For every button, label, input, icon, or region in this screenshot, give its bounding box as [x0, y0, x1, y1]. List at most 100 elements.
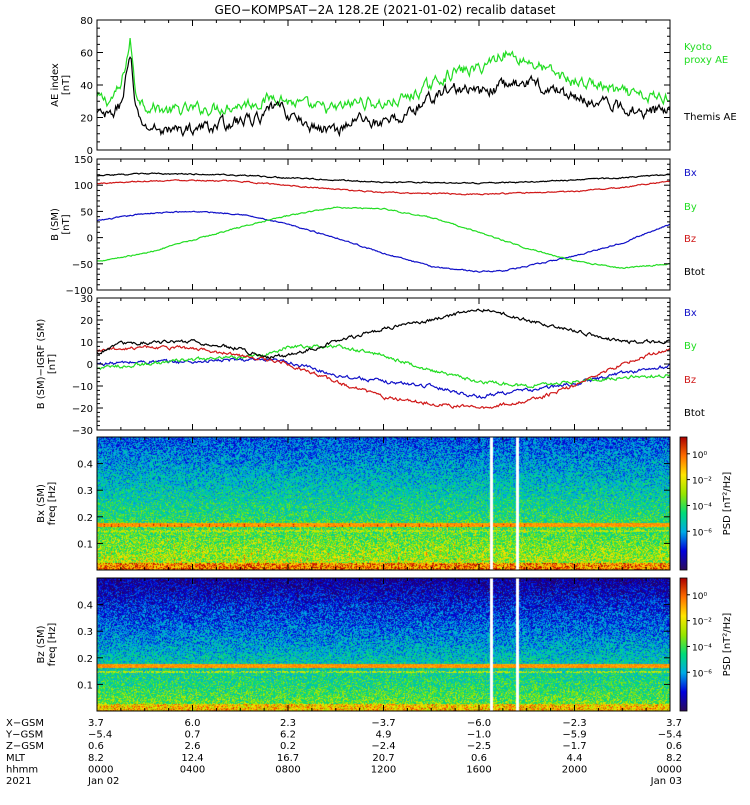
- spectrogram-image: [97, 437, 670, 570]
- time-axis-value: 16.7: [277, 753, 299, 764]
- legend-entry: By: [684, 202, 697, 213]
- colorbar-tick-label: 10⁻⁶: [692, 528, 712, 538]
- plot-frame: [96, 297, 671, 431]
- y-tick-label: −50: [72, 260, 93, 271]
- y-axis-label: [nT]: [61, 214, 72, 234]
- y-tick-label: 50: [80, 207, 93, 218]
- series-line-bz: [97, 179, 670, 196]
- time-axis-value: 2.6: [185, 741, 201, 752]
- time-axis-value: 0.6: [471, 753, 487, 764]
- time-axis-value: −2.5: [467, 741, 491, 752]
- time-axis-row-label: MLT: [6, 753, 26, 764]
- time-axis-value: −1.7: [562, 741, 586, 752]
- y-tick-label: 0: [87, 146, 93, 157]
- time-axis-value: 0800: [275, 764, 300, 775]
- legend-entry: Themis AE: [683, 112, 737, 123]
- colorbar-tick-label: 10⁻⁴: [692, 643, 712, 653]
- y-axis-label: B (SM)−IGRF (SM): [36, 319, 47, 410]
- y-tick-label: 20: [80, 114, 93, 125]
- y-tick-label: 60: [80, 49, 93, 60]
- time-axis-value: 8.2: [88, 753, 104, 764]
- time-axis-value: 4.4: [567, 753, 583, 764]
- panel-bsm: Bx By Bz Btot −100 −50 0 50 100 150 B (SM) [nT]: [50, 155, 705, 297]
- time-axis-row-label: hhmm: [6, 764, 38, 775]
- series-line-bz: [97, 344, 670, 410]
- y-tick-label: 0.4: [77, 601, 93, 612]
- legend-entry: Btot: [684, 267, 705, 278]
- y-tick-label: 80: [80, 16, 93, 27]
- y-tick-label: 0.2: [77, 654, 93, 665]
- time-axis-row-label: X−GSM: [6, 718, 44, 729]
- time-axis-value: −3.7: [371, 718, 395, 729]
- colorbar-label: PSD [nT²/Hz]: [722, 472, 733, 536]
- y-axis-label: B (SM): [50, 208, 61, 241]
- time-axis-value: 12.4: [181, 753, 203, 764]
- series-line-kyoto-proxy-ae: [97, 38, 670, 117]
- series-line-btot: [97, 308, 670, 360]
- time-axis-value: 0.2: [280, 741, 296, 752]
- y-tick-label: −20: [72, 404, 93, 415]
- panel-ae: Kyoto proxy AE Themis AE 0 20 40 60 80 AE index[…: [50, 16, 737, 157]
- y-tick-label: 20: [80, 316, 93, 327]
- colorbar: [679, 577, 688, 712]
- y-tick-label: 100: [74, 181, 93, 192]
- y-tick-label: 0.4: [77, 460, 93, 471]
- legend-entry: proxy AE: [684, 55, 728, 66]
- legend-entry: Kyoto: [684, 42, 712, 53]
- time-axis-value: 2000: [562, 764, 587, 775]
- time-axis-value: −2.4: [371, 741, 395, 752]
- time-axis-value: 4.9: [376, 730, 392, 741]
- series-line-btot: [97, 172, 670, 185]
- y-axis-label: AE index: [50, 63, 61, 107]
- time-axis-value: 0.6: [666, 741, 682, 752]
- time-axis-value: 6.2: [280, 730, 296, 741]
- legend-entry: Btot: [684, 408, 705, 419]
- colorbar-label: PSD [nT²/Hz]: [722, 613, 733, 677]
- time-axis-value: 0.6: [88, 741, 104, 752]
- panel-bz_spec: 0.1 0.2 0.3 0.4 Bz (SM) freq [Hz] 10⁰ 10⁻² 10⁻⁴ 1…: [36, 577, 733, 712]
- colorbar: [679, 436, 688, 571]
- time-axis-value: 0000: [657, 764, 682, 775]
- legend-entry: Bz: [684, 375, 696, 386]
- time-axis-table: X−GSM 3.7 6.0 2.3 −3.7 −6.0 −2.3 3.7Y−GSM −5.4 0.…: [5, 718, 682, 787]
- y-tick-label: 0: [87, 360, 93, 371]
- y-tick-label: 30: [80, 294, 93, 305]
- time-axis-value: 1200: [371, 764, 396, 775]
- y-axis-label: Bx (SM): [36, 484, 47, 523]
- y-tick-label: −10: [72, 382, 93, 393]
- y-tick-label: 10: [80, 338, 93, 349]
- colorbar-tick-label: 10⁻⁴: [692, 502, 712, 512]
- colorbar-tick-label: 10⁰: [692, 592, 707, 602]
- legend-entry: Bx: [684, 308, 697, 319]
- time-axis-value: −5.9: [562, 730, 586, 741]
- panel-bx_spec: 0.1 0.2 0.3 0.4 Bx (SM) freq [Hz] 10⁰ 10⁻² 10⁻⁴ 1…: [36, 436, 733, 571]
- spectrogram-image: [97, 578, 670, 711]
- colorbar-tick-label: 10⁻⁶: [692, 669, 712, 679]
- y-tick-label: 0.1: [77, 539, 93, 550]
- colorbar-tick-label: 10⁻²: [692, 477, 712, 487]
- time-axis-value: 3.7: [666, 718, 682, 729]
- y-axis-label: [nT]: [61, 75, 72, 95]
- time-axis-value: Jan 03: [650, 776, 682, 787]
- time-axis-value: 20.7: [372, 753, 394, 764]
- y-tick-label: 0.3: [77, 627, 93, 638]
- time-axis-value: 1600: [466, 764, 491, 775]
- plot-frame: [96, 158, 671, 291]
- time-axis-value: −5.4: [88, 730, 112, 741]
- time-axis-value: 8.2: [666, 753, 682, 764]
- y-axis-label: Bz (SM): [36, 625, 47, 663]
- legend-entry: Bx: [684, 168, 697, 179]
- time-axis-row-label: 2021: [6, 776, 31, 787]
- series-line-bx: [97, 356, 670, 399]
- y-tick-label: −100: [66, 286, 93, 297]
- panel-bigrf: Bx By Bz Btot −30 −20 −10 0 10 20 30 B (SM)−IGRF (S…: [36, 294, 705, 437]
- time-axis-value: 6.0: [185, 718, 201, 729]
- y-tick-label: 150: [74, 155, 93, 166]
- time-axis-row-label: Y−GSM: [5, 730, 43, 741]
- legend-entry: Bz: [684, 234, 696, 245]
- time-axis-value: 0.7: [185, 730, 201, 741]
- y-tick-label: −30: [72, 426, 93, 437]
- series-line-by: [97, 206, 670, 270]
